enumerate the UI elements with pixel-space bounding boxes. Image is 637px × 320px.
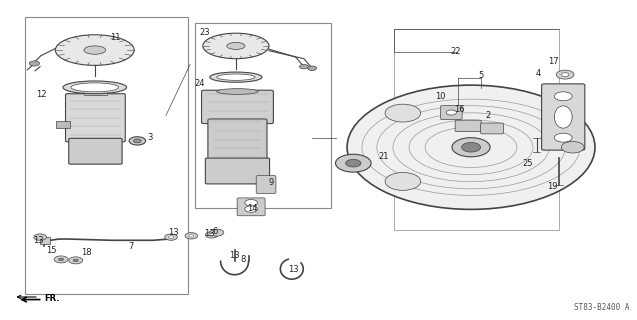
Text: 18: 18 <box>82 248 92 257</box>
Circle shape <box>561 73 569 76</box>
Bar <box>40 237 50 244</box>
Text: 22: 22 <box>450 47 461 56</box>
Ellipse shape <box>227 43 245 50</box>
Circle shape <box>299 64 308 69</box>
Circle shape <box>336 154 371 172</box>
Text: 19: 19 <box>547 182 558 191</box>
FancyBboxPatch shape <box>480 123 503 134</box>
Text: 4: 4 <box>535 69 540 78</box>
Circle shape <box>69 257 83 264</box>
FancyBboxPatch shape <box>237 198 265 216</box>
Ellipse shape <box>63 81 127 94</box>
Text: 13: 13 <box>32 236 43 245</box>
Ellipse shape <box>203 33 269 59</box>
Circle shape <box>34 234 47 240</box>
FancyBboxPatch shape <box>256 176 276 194</box>
FancyBboxPatch shape <box>208 119 267 161</box>
Circle shape <box>185 233 197 239</box>
FancyBboxPatch shape <box>66 94 125 142</box>
Circle shape <box>308 66 317 70</box>
Text: 10: 10 <box>435 92 446 101</box>
Ellipse shape <box>129 137 146 145</box>
Text: 16: 16 <box>454 105 464 114</box>
Ellipse shape <box>217 74 255 80</box>
Circle shape <box>169 236 173 238</box>
Text: FR.: FR. <box>44 294 59 303</box>
Text: 3: 3 <box>147 133 152 142</box>
Circle shape <box>29 61 39 66</box>
FancyBboxPatch shape <box>201 90 273 124</box>
Circle shape <box>210 229 224 236</box>
Bar <box>194 23 331 208</box>
FancyBboxPatch shape <box>205 158 269 184</box>
Ellipse shape <box>134 139 141 143</box>
Circle shape <box>165 234 177 240</box>
FancyBboxPatch shape <box>69 138 122 164</box>
FancyBboxPatch shape <box>541 84 585 150</box>
Text: 24: 24 <box>195 79 205 88</box>
FancyBboxPatch shape <box>441 106 462 120</box>
Bar <box>394 29 559 230</box>
Circle shape <box>561 141 584 153</box>
Circle shape <box>59 258 64 261</box>
Circle shape <box>189 235 194 237</box>
Text: 13: 13 <box>229 251 240 260</box>
Circle shape <box>385 104 420 122</box>
Text: 12: 12 <box>36 90 47 99</box>
Ellipse shape <box>84 46 106 54</box>
Ellipse shape <box>210 72 262 82</box>
Circle shape <box>385 172 420 190</box>
Text: 11: 11 <box>110 33 120 42</box>
Text: 6: 6 <box>213 227 218 236</box>
Circle shape <box>54 256 68 263</box>
Bar <box>84 87 106 95</box>
Text: 13: 13 <box>204 229 215 238</box>
Circle shape <box>554 92 572 101</box>
Text: 9: 9 <box>269 178 274 187</box>
Text: 14: 14 <box>247 204 258 213</box>
Circle shape <box>554 113 572 122</box>
Circle shape <box>346 159 361 167</box>
Text: 8: 8 <box>241 255 246 264</box>
Text: 23: 23 <box>200 28 210 37</box>
Circle shape <box>452 138 490 157</box>
FancyBboxPatch shape <box>455 120 481 132</box>
Circle shape <box>347 85 595 209</box>
Ellipse shape <box>554 106 572 128</box>
Circle shape <box>245 199 257 206</box>
Text: 17: 17 <box>548 57 559 66</box>
Circle shape <box>205 232 218 238</box>
Circle shape <box>556 70 574 79</box>
Bar <box>56 121 70 128</box>
Text: 5: 5 <box>478 71 484 80</box>
Text: ST83-B2400 A: ST83-B2400 A <box>575 303 630 312</box>
Text: 21: 21 <box>378 152 389 161</box>
Bar <box>25 17 188 294</box>
Circle shape <box>462 142 480 152</box>
Circle shape <box>245 206 257 212</box>
Circle shape <box>73 259 78 262</box>
Text: 15: 15 <box>46 246 57 255</box>
Circle shape <box>447 110 457 115</box>
Text: 25: 25 <box>522 159 533 168</box>
Text: 2: 2 <box>485 111 490 120</box>
Ellipse shape <box>55 35 134 65</box>
Text: 13: 13 <box>168 228 178 237</box>
Circle shape <box>554 133 572 142</box>
Ellipse shape <box>217 89 258 94</box>
Text: 7: 7 <box>128 242 134 251</box>
Circle shape <box>209 234 214 236</box>
Text: 13: 13 <box>288 265 298 275</box>
Ellipse shape <box>71 83 118 92</box>
